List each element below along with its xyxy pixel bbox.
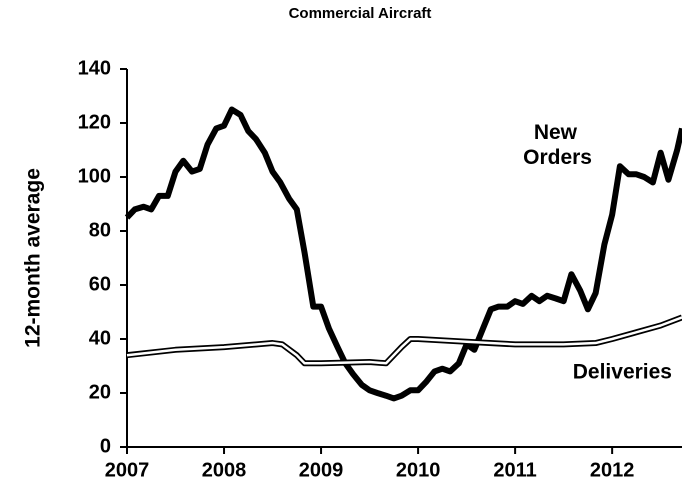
- new-orders-line: [124, 106, 682, 402]
- x-tick-label: 2007: [105, 459, 150, 481]
- x-tick-label: 2009: [299, 459, 344, 481]
- x-tick-label: 2012: [590, 459, 635, 481]
- x-tick-label: 2011: [493, 459, 536, 481]
- series-label: Deliveries: [573, 361, 672, 384]
- y-tick-label: 100: [78, 165, 111, 187]
- y-tick-label: 120: [78, 111, 111, 133]
- y-tick-label: 40: [89, 327, 111, 349]
- y-axis-label: 12-month average: [22, 168, 45, 348]
- deliveries-line-inner: [126, 316, 682, 365]
- deliveries-line-outer: [126, 314, 682, 367]
- y-tick-label: 80: [89, 219, 111, 241]
- y-tick-label: 0: [100, 435, 111, 457]
- y-tick-label: 140: [78, 57, 111, 79]
- x-tick-label: 2010: [396, 459, 441, 481]
- y-tick-label: 60: [89, 273, 111, 295]
- series-label: New Orders: [523, 121, 592, 169]
- y-tick-label: 20: [89, 381, 111, 403]
- chart-subtitle: Commercial Aircraft: [289, 5, 432, 22]
- x-tick-label: 2008: [202, 459, 247, 481]
